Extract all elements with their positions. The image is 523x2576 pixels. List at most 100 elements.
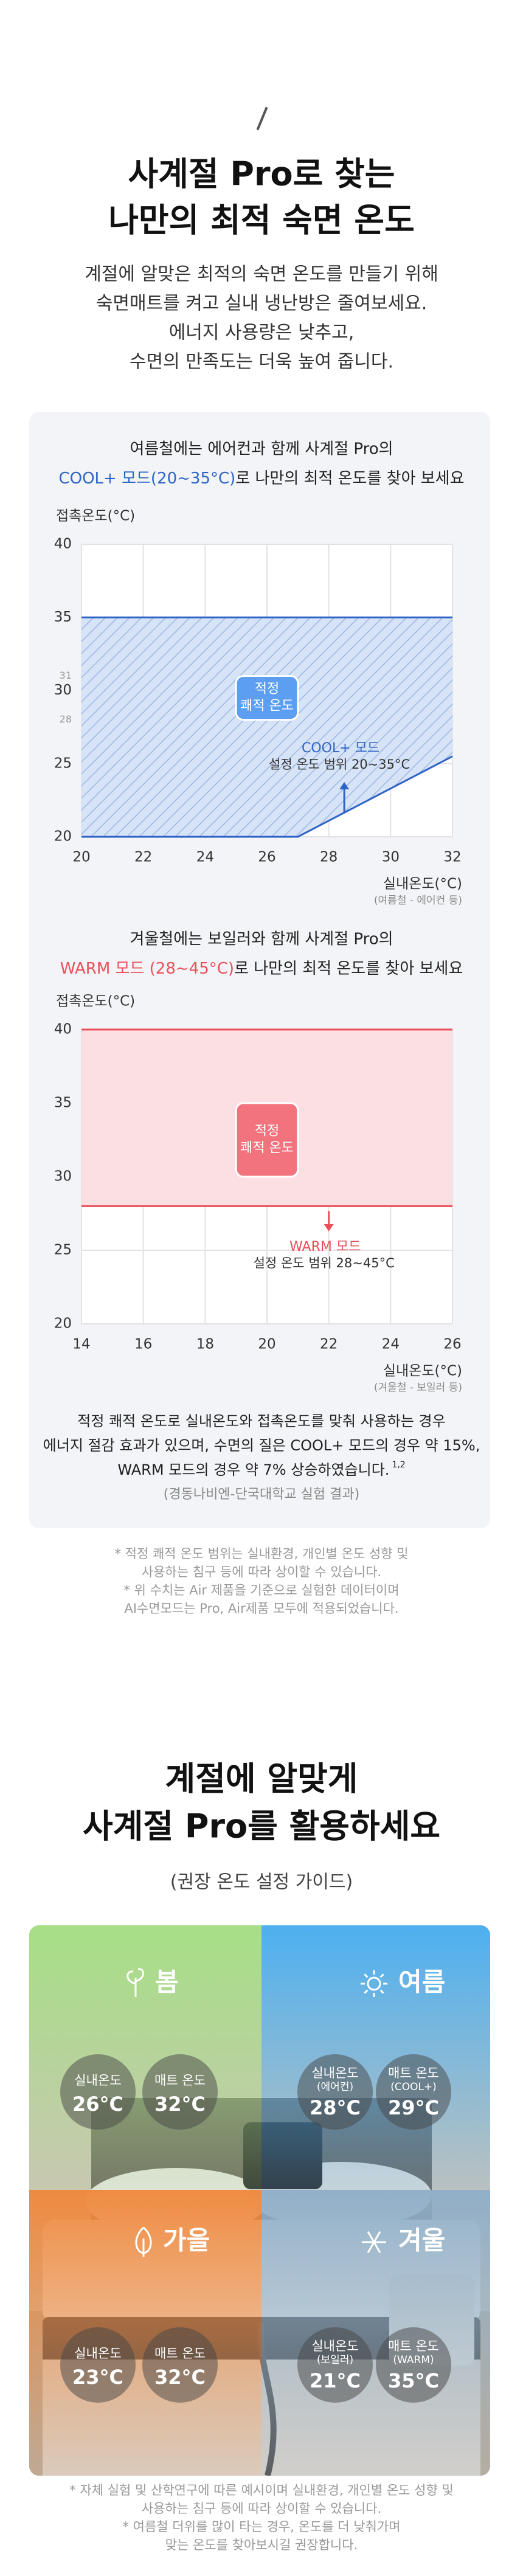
y-axis-title: 접촉온도(°C) bbox=[56, 994, 135, 1009]
footnote: * 적정 쾌적 온도 범위는 실내환경, 개인별 온도 성향 및 bbox=[115, 1546, 409, 1561]
intro-text: 계절에 알맞은 최적의 숙면 온도를 만들기 위해 bbox=[85, 264, 438, 285]
chart-heading: COOL+ 모드(20~35°C)로 나만의 최적 온도를 찾아 보세요 bbox=[58, 469, 464, 488]
x-tick-label: 24 bbox=[196, 850, 214, 865]
season-icon bbox=[379, 1973, 384, 1978]
temp-value: 32°C bbox=[154, 2093, 206, 2116]
footnote: 맞는 온도를 찾아보시길 권장합니다. bbox=[165, 2538, 358, 2552]
footnote-mark: 1,2 bbox=[392, 1460, 405, 1470]
comfort-tick: 31 bbox=[60, 670, 72, 681]
intro-text: 수면의 만족도는 더욱 높여 줍니다. bbox=[130, 351, 393, 373]
temp-badge bbox=[60, 2327, 136, 2403]
section-title: 계절에 알맞게 bbox=[165, 1760, 358, 1798]
x-tick-label: 32 bbox=[443, 850, 461, 865]
season-name: 봄 bbox=[155, 1967, 179, 1997]
y-tick-label: 20 bbox=[54, 1316, 72, 1332]
section-title: 사계절 Pro를 활용하세요 bbox=[83, 1807, 440, 1846]
y-tick-label: 25 bbox=[54, 1242, 72, 1258]
temp-badge bbox=[142, 2327, 218, 2403]
temp-label: 매트 온도 bbox=[154, 2073, 206, 2088]
intro-text: 숙면매트를 켜고 실내 냉난방은 줄여보세요. bbox=[96, 293, 427, 314]
temp-badge bbox=[376, 2327, 451, 2403]
temp-label: 실내온도 bbox=[74, 2073, 121, 2088]
temp-value: 29°C bbox=[388, 2096, 439, 2119]
temp-label: 실내온도 bbox=[311, 2339, 358, 2353]
arrow-head bbox=[324, 1224, 334, 1231]
mode-range: 설정 온도 범위 28~45°C bbox=[254, 1256, 395, 1270]
y-tick-label: 40 bbox=[54, 1022, 72, 1037]
arrow-head bbox=[339, 782, 350, 789]
comfort-box bbox=[235, 1102, 299, 1178]
divider-icon bbox=[257, 107, 268, 130]
x-tick-label: 18 bbox=[196, 1337, 214, 1352]
x-tick-label: 26 bbox=[443, 1337, 461, 1352]
season-name: 여름 bbox=[398, 1967, 445, 1997]
comfort-label: 적정 bbox=[255, 1124, 279, 1139]
summary-text: WARM 모드의 경우 약 7% 상승하였습니다. 1,2 bbox=[117, 1460, 405, 1478]
comfort-label: 쾌적 온도 bbox=[240, 1141, 294, 1156]
mode-label: WARM 모드 bbox=[289, 1239, 361, 1255]
x-tick-label: 20 bbox=[258, 1337, 275, 1352]
temp-badge bbox=[297, 2054, 373, 2130]
x-axis-note: (여름철 - 에어컨 등) bbox=[374, 895, 462, 907]
footnote: * 여름철 더위를 많이 타는 경우, 온도를 더 낮춰가며 bbox=[123, 2519, 401, 2534]
summary-text: 적정 쾌적 온도로 실내온도와 접촉온도를 맞춰 사용하는 경우 bbox=[77, 1413, 445, 1430]
title: 사계절 Pro로 찾는 bbox=[128, 155, 395, 193]
temp-badge bbox=[376, 2054, 451, 2130]
footnote: * 자체 실험 및 산학연구에 따른 예시이며 실내환경, 개인별 온도 성향 … bbox=[69, 2483, 454, 2498]
y-tick-label: 35 bbox=[54, 1095, 72, 1111]
temp-value: 35°C bbox=[388, 2369, 439, 2392]
footnote: 사용하는 침구 등에 따라 상이할 수 있습니다. bbox=[142, 2501, 382, 2516]
y-tick-label: 35 bbox=[54, 609, 72, 625]
footnote: * 위 수치는 Air 제품을 기준으로 실험한 데이터이며 bbox=[123, 1583, 399, 1598]
mode-label: COOL+ 모드 bbox=[302, 741, 379, 756]
season-icon bbox=[135, 2226, 152, 2257]
comfort-label: 적정 bbox=[255, 682, 279, 697]
mode-range: 설정 온도 범위 20~35°C bbox=[269, 757, 410, 772]
highlight: WARM 모드 (28~45°C) bbox=[60, 960, 234, 978]
season-icon bbox=[379, 1989, 384, 1994]
y-tick-label: 20 bbox=[54, 829, 72, 845]
title: 나만의 최적 숙면 온도 bbox=[108, 201, 415, 240]
x-axis-title: 실내온도(°C) bbox=[383, 1363, 462, 1379]
x-tick-label: 26 bbox=[258, 850, 275, 865]
highlight: COOL+ 모드(20~35°C) bbox=[58, 469, 235, 488]
temp-badge bbox=[297, 2327, 373, 2403]
temp-badge bbox=[142, 2054, 218, 2130]
x-axis-title: 실내온도(°C) bbox=[383, 876, 462, 892]
season-icon bbox=[126, 1968, 144, 1997]
comfort-tick: 28 bbox=[60, 713, 72, 725]
temp-label: 매트 온도 bbox=[388, 2339, 439, 2353]
range-area bbox=[81, 617, 452, 837]
temp-label: (보일러) bbox=[317, 2354, 353, 2366]
intro-text: 에너지 사용량은 낮추고, bbox=[169, 322, 355, 344]
x-tick-label: 28 bbox=[320, 850, 338, 865]
heading-rest: 로 나만의 최적 온도를 찾아 보세요 bbox=[234, 960, 463, 978]
temp-label: 매트 온도 bbox=[154, 2346, 206, 2361]
season-icon bbox=[367, 1976, 381, 1991]
temp-value: 21°C bbox=[310, 2369, 361, 2392]
season-icon bbox=[367, 2231, 381, 2254]
temp-value: 23°C bbox=[72, 2366, 123, 2389]
temp-value: 26°C bbox=[72, 2093, 123, 2116]
x-tick-label: 24 bbox=[382, 1337, 400, 1352]
heading-rest: 로 나만의 최적 온도를 찾아 보세요 bbox=[235, 469, 464, 488]
season-icon bbox=[364, 1989, 369, 1994]
comfort-label: 쾌적 온도 bbox=[240, 699, 294, 714]
summary-text: 에너지 절감 효과가 있으며, 수면의 질은 COOL+ 모드의 경우 약 15… bbox=[43, 1437, 480, 1454]
temp-badge bbox=[60, 2054, 136, 2130]
summary-line: WARM 모드의 경우 약 7% 상승하였습니다. bbox=[117, 1461, 389, 1478]
x-tick-label: 22 bbox=[134, 850, 152, 865]
y-tick-label: 30 bbox=[54, 682, 72, 698]
footnote: 사용하는 침구 등에 따라 상이할 수 있습니다. bbox=[142, 1565, 382, 1579]
temp-label: 실내온도 bbox=[311, 2066, 358, 2080]
chart-heading: 여름철에는 에어컨과 함께 사계절 Pro의 bbox=[130, 440, 393, 459]
temp-value: 28°C bbox=[310, 2096, 361, 2119]
y-tick-label: 25 bbox=[54, 755, 72, 771]
season-icon bbox=[364, 1973, 369, 1978]
x-tick-label: 22 bbox=[320, 1337, 338, 1352]
temp-value: 32°C bbox=[154, 2366, 206, 2389]
section-subtitle: (권장 온도 설정 가이드) bbox=[170, 1872, 353, 1893]
x-tick-label: 14 bbox=[72, 1337, 90, 1352]
x-tick-label: 16 bbox=[134, 1337, 152, 1352]
